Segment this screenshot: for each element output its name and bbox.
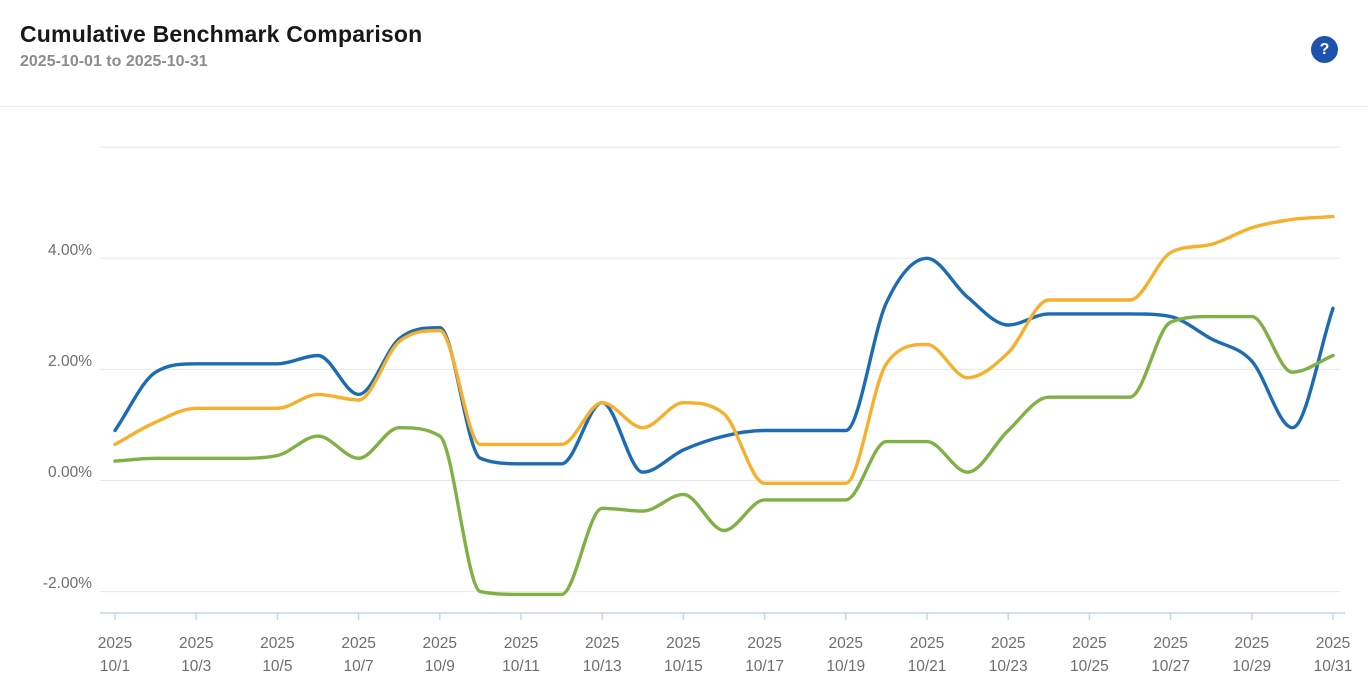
x-tick-label-year: 2025: [1153, 635, 1187, 652]
x-tick-label-date: 10/15: [664, 658, 703, 675]
x-tick-label-year: 2025: [910, 635, 944, 652]
y-tick-label-0pct: 0.00%: [48, 464, 92, 481]
x-tick-label-date: 10/9: [425, 658, 455, 675]
x-tick-label-date: 10/29: [1232, 658, 1271, 675]
x-tick-label-year: 2025: [991, 635, 1025, 652]
x-tick-label-year: 2025: [585, 635, 619, 652]
x-tick-label-date: 10/31: [1314, 658, 1353, 675]
x-tick-label-date: 10/19: [826, 658, 865, 675]
x-tick-label-date: 10/1: [100, 658, 130, 675]
x-tick-label-year: 2025: [747, 635, 781, 652]
x-tick-label-date: 10/23: [989, 658, 1028, 675]
x-tick-label-date: 10/7: [344, 658, 374, 675]
x-tick-label-date: 10/21: [908, 658, 947, 675]
x-tick-label-date: 10/3: [181, 658, 211, 675]
x-tick-label-date: 10/11: [502, 658, 540, 675]
y-tick-label--2pct: -2.00%: [43, 575, 92, 592]
x-tick-label-year: 2025: [1235, 635, 1269, 652]
header-divider: [0, 106, 1368, 107]
y-tick-label-2pct: 2.00%: [48, 353, 92, 370]
x-tick-label-year: 2025: [179, 635, 213, 652]
x-tick-label-year: 2025: [423, 635, 457, 652]
benchmark-orange-line: [113, 214, 1335, 486]
question-mark-icon: ?: [1319, 41, 1330, 58]
x-tick-label-year: 2025: [829, 635, 863, 652]
x-tick-label-year: 2025: [260, 635, 294, 652]
x-tick-label-year: 2025: [98, 635, 132, 652]
x-tick-label-year: 2025: [1316, 635, 1350, 652]
chart-header: Cumulative Benchmark Comparison 2025-10-…: [20, 20, 422, 71]
x-tick-label-date: 10/5: [262, 658, 292, 675]
x-tick-label-year: 2025: [341, 635, 375, 652]
help-button[interactable]: ?: [1311, 36, 1338, 63]
benchmark-blue-line: [113, 256, 1335, 474]
benchmark-green-line: [113, 314, 1335, 597]
x-tick-label-year: 2025: [504, 635, 538, 652]
x-tick-label-date: 10/25: [1070, 658, 1109, 675]
x-tick-label-year: 2025: [1072, 635, 1106, 652]
y-tick-label-4pct: 4.00%: [48, 242, 92, 259]
page-title: Cumulative Benchmark Comparison: [20, 21, 423, 47]
x-tick-label-date: 10/17: [745, 658, 784, 675]
x-tick-label-date: 10/13: [583, 658, 622, 675]
date-range-subtitle: 2025-10-01 to 2025-10-31: [20, 53, 208, 70]
x-tick-label-year: 2025: [666, 635, 700, 652]
x-tick-label-date: 10/27: [1151, 658, 1190, 675]
